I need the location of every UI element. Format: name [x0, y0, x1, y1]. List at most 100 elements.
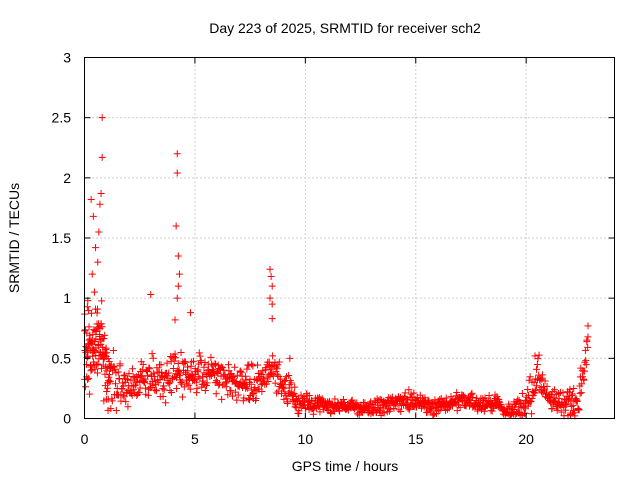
- data-point: [243, 383, 250, 391]
- data-point: [178, 393, 186, 401]
- data-point: [246, 396, 254, 404]
- data-point: [251, 384, 259, 392]
- data-point: [92, 328, 100, 336]
- data-point: [162, 399, 170, 407]
- data-point: [271, 379, 279, 387]
- data-point: [165, 380, 173, 388]
- data-point: [527, 397, 535, 405]
- data-point: [122, 375, 130, 383]
- data-point: [213, 368, 221, 376]
- data-point: [548, 405, 556, 413]
- data-point: [108, 397, 116, 405]
- data-point: [192, 378, 200, 386]
- data-point: [331, 395, 339, 403]
- y-tick-label: 1: [63, 290, 71, 306]
- data-point: [171, 350, 179, 358]
- data-point: [273, 371, 281, 379]
- data-point: [582, 356, 590, 364]
- x-tick-label: 5: [191, 431, 199, 447]
- data-point: [98, 297, 106, 305]
- data-point: [93, 361, 101, 369]
- data-point: [145, 364, 153, 372]
- axis-ticks: 0 5 10 15 20 0 0.5 1 1.5 2 2.5 3: [52, 50, 615, 447]
- data-point: [453, 388, 461, 396]
- data-point: [485, 392, 493, 400]
- data-point: [96, 200, 104, 208]
- data-point: [94, 258, 102, 266]
- x-tick-label: 10: [298, 431, 314, 447]
- data-point: [194, 366, 202, 374]
- data-point: [163, 359, 171, 367]
- data-point: [551, 386, 559, 394]
- data-point: [291, 383, 299, 391]
- data-point: [91, 365, 99, 373]
- data-point: [98, 153, 106, 161]
- data-point: [258, 388, 266, 396]
- data-point: [206, 372, 214, 380]
- data-point: [248, 390, 256, 398]
- data-point: [112, 380, 120, 388]
- data-point: [231, 388, 239, 396]
- data-point: [148, 350, 156, 358]
- data-point: [225, 361, 233, 369]
- data-point: [124, 375, 132, 383]
- data-point: [170, 357, 178, 365]
- data-point: [207, 353, 215, 361]
- data-point: [264, 378, 272, 386]
- data-point: [140, 377, 148, 385]
- data-point: [559, 389, 567, 397]
- data-point: [567, 402, 575, 410]
- data-point: [146, 365, 154, 373]
- data-point: [86, 390, 94, 398]
- data-point: [277, 390, 285, 398]
- data-point: [397, 407, 405, 415]
- data-point: [266, 265, 274, 273]
- data-point: [180, 359, 188, 367]
- data-point: [524, 402, 532, 410]
- data-point: [425, 397, 433, 405]
- data-point: [118, 385, 126, 393]
- data-point: [390, 405, 398, 413]
- data-point: [336, 407, 344, 415]
- data-point: [87, 195, 95, 203]
- data-point: [581, 367, 589, 375]
- data-point: [100, 335, 108, 343]
- data-point: [195, 349, 203, 357]
- data-point: [98, 365, 106, 373]
- data-point: [122, 398, 130, 406]
- data-point: [348, 396, 356, 404]
- data-point: [285, 372, 293, 380]
- data-point: [528, 410, 536, 418]
- data-point: [551, 397, 559, 405]
- y-tick-label: 0.5: [52, 350, 72, 366]
- data-point: [569, 390, 577, 398]
- data-point: [528, 394, 536, 402]
- y-tick-label: 1.5: [52, 230, 72, 246]
- data-point: [280, 395, 288, 403]
- data-point: [85, 323, 93, 331]
- data-point: [405, 386, 413, 394]
- data-point: [104, 354, 112, 362]
- data-point: [281, 388, 289, 396]
- data-point: [231, 363, 239, 371]
- data-point: [566, 411, 574, 419]
- data-point: [518, 390, 526, 398]
- data-point: [233, 371, 241, 379]
- data-point: [181, 358, 189, 366]
- data-point: [174, 252, 182, 260]
- data-point: [120, 393, 128, 401]
- data-point: [236, 367, 244, 375]
- data-point: [249, 362, 257, 370]
- data-point: [273, 365, 281, 373]
- data-point: [210, 367, 218, 375]
- data-point: [275, 358, 283, 366]
- data-point: [524, 386, 532, 394]
- data-point: [212, 377, 220, 385]
- data-point: [130, 382, 138, 390]
- data-point: [538, 375, 546, 383]
- data-point: [233, 396, 241, 404]
- data-point: [152, 387, 160, 395]
- data-point: [531, 386, 539, 394]
- data-point: [173, 385, 181, 393]
- data-point: [224, 375, 232, 383]
